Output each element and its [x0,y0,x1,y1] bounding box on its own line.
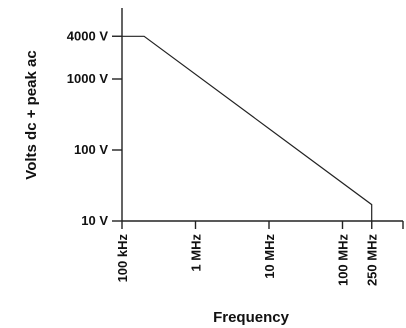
y-tick-label: 4000 V [67,28,109,43]
x-ticks: 100 kHz 1 MHz 10 MHz 100 MHz 250 MHz [115,221,404,287]
y-ticks: 10 V 100 V 1000 V 4000 V [67,28,122,228]
x-tick-label: 100 MHz [336,234,351,287]
series-layer [122,35,373,221]
series-line [122,35,373,221]
x-tick-label: 10 MHz [262,234,277,279]
y-tick-label: 1000 V [67,71,109,86]
y-tick-label: 10 V [81,213,108,228]
y-axis-title: Volts dc + peak ac [23,50,40,179]
x-axis-title: Frequency [213,309,290,326]
y-tick-label: 100 V [74,142,108,157]
x-tick-label: 250 MHz [365,234,380,287]
x-tick-label: 1 MHz [189,234,204,272]
x-tick-label: 100 kHz [115,234,130,283]
